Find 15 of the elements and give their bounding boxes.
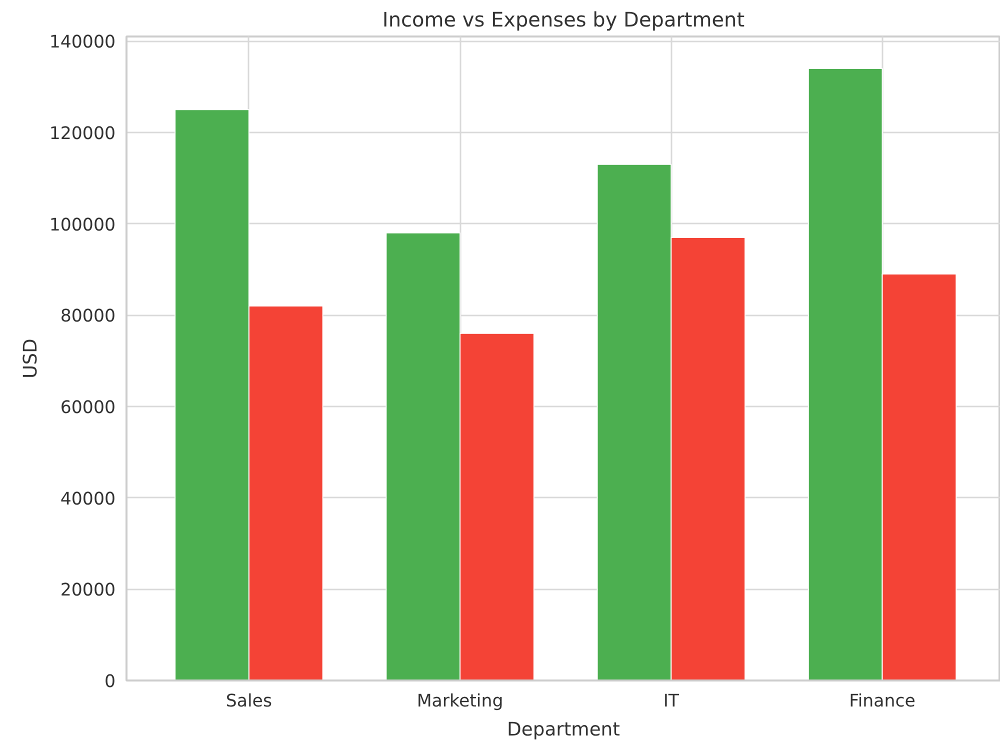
y-axis-title: USD — [20, 338, 42, 378]
y-tick-label: 100000 — [49, 215, 116, 236]
chart-title: Income vs Expenses by Department — [382, 8, 745, 32]
y-tick-label: 80000 — [60, 306, 116, 327]
x-tick-label: Sales — [226, 692, 272, 712]
x-tick-label: Finance — [849, 692, 916, 712]
y-tick-label: 0 — [104, 672, 116, 692]
x-tick-label: Marketing — [416, 692, 504, 712]
y-tick-label: 60000 — [60, 398, 116, 418]
x-tick-label: IT — [663, 692, 680, 712]
y-tick-label: 120000 — [49, 124, 116, 144]
x-axis-title: Department — [507, 720, 620, 740]
y-tick-label: 140000 — [49, 32, 116, 53]
y-tick-label: 20000 — [60, 580, 116, 601]
y-tick-label: 40000 — [60, 489, 116, 510]
